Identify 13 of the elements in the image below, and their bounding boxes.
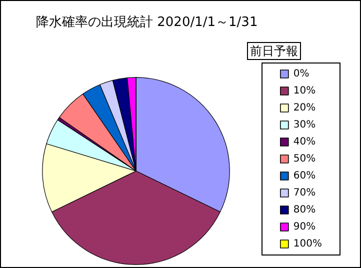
legend-label: 90%	[293, 222, 316, 232]
chart-title: 降水確率の出現統計 2020/1/1～1/31	[36, 14, 258, 30]
legend-label: 60%	[293, 170, 316, 182]
legend-label: 50%	[293, 154, 316, 164]
legend-label: 30%	[293, 120, 316, 130]
legend-label: 0%	[293, 68, 310, 80]
legend-label: 100%	[293, 238, 322, 250]
legend-label: 10%	[293, 86, 316, 96]
legend-label: 80%	[293, 204, 316, 216]
legend-label: 20%	[293, 102, 316, 114]
legend-title: 前日予報	[250, 44, 298, 58]
legend-label: 40%	[293, 136, 316, 148]
legend-label: 70%	[293, 188, 316, 198]
